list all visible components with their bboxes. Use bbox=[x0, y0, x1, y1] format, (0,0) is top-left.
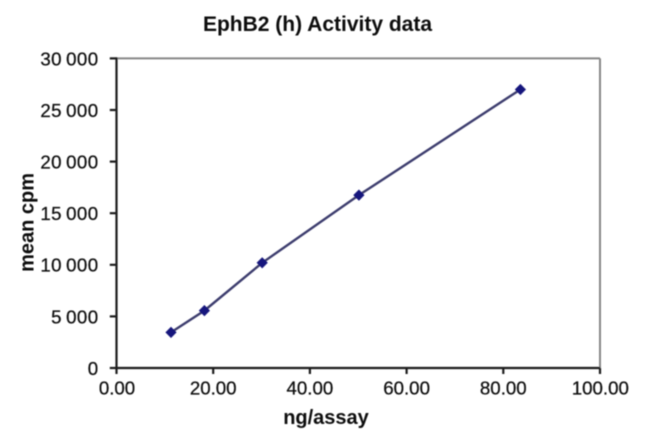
svg-text:EphB2 (h) Activity data: EphB2 (h) Activity data bbox=[203, 13, 432, 36]
svg-text:5 000: 5 000 bbox=[51, 306, 98, 327]
svg-text:30 000: 30 000 bbox=[40, 48, 98, 69]
svg-text:60.00: 60.00 bbox=[383, 378, 430, 399]
svg-text:100.00: 100.00 bbox=[572, 378, 629, 399]
svg-text:15 000: 15 000 bbox=[40, 203, 98, 224]
svg-text:ng/assay: ng/assay bbox=[283, 407, 369, 429]
svg-text:0.00: 0.00 bbox=[99, 378, 135, 399]
svg-text:mean cpm: mean cpm bbox=[17, 173, 39, 272]
svg-text:40.00: 40.00 bbox=[287, 378, 334, 399]
svg-text:20 000: 20 000 bbox=[40, 152, 98, 173]
svg-text:10 000: 10 000 bbox=[40, 255, 98, 276]
svg-text:20.00: 20.00 bbox=[190, 378, 237, 399]
svg-text:0: 0 bbox=[88, 358, 99, 379]
svg-text:80.00: 80.00 bbox=[480, 378, 527, 399]
svg-text:25 000: 25 000 bbox=[40, 100, 98, 121]
